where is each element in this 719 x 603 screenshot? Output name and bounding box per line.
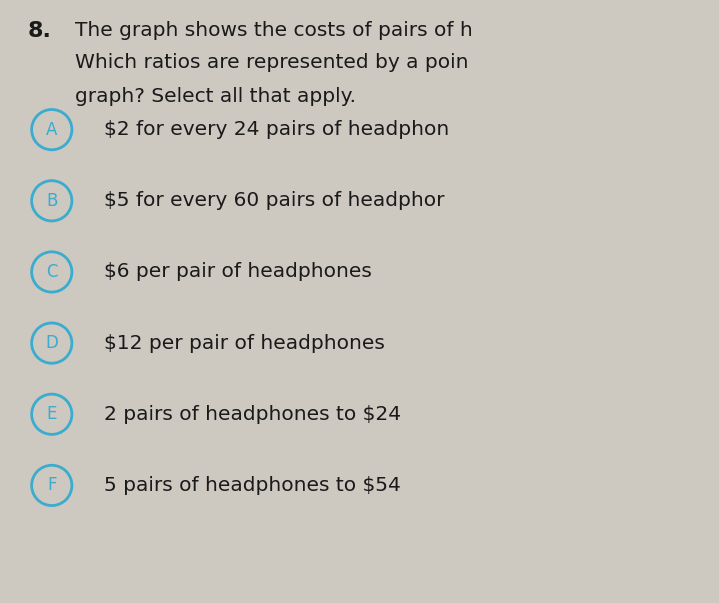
Text: F: F [47, 476, 57, 494]
Text: 5 pairs of headphones to $54: 5 pairs of headphones to $54 [104, 476, 401, 495]
Text: E: E [47, 405, 57, 423]
Text: C: C [46, 263, 58, 281]
Text: $12 per pair of headphones: $12 per pair of headphones [104, 333, 385, 353]
Text: graph? Select all that apply.: graph? Select all that apply. [75, 87, 357, 106]
Text: The graph shows the costs of pairs of h: The graph shows the costs of pairs of h [75, 21, 473, 40]
Text: B: B [46, 192, 58, 210]
Text: A: A [46, 121, 58, 139]
Text: D: D [45, 334, 58, 352]
Text: Which ratios are represented by a poin: Which ratios are represented by a poin [75, 53, 469, 72]
Text: $2 for every 24 pairs of headphon: $2 for every 24 pairs of headphon [104, 120, 449, 139]
Text: $6 per pair of headphones: $6 per pair of headphones [104, 262, 372, 282]
Text: 2 pairs of headphones to $24: 2 pairs of headphones to $24 [104, 405, 401, 424]
Text: 8.: 8. [27, 21, 51, 41]
Text: $5 for every 60 pairs of headphor: $5 for every 60 pairs of headphor [104, 191, 445, 210]
